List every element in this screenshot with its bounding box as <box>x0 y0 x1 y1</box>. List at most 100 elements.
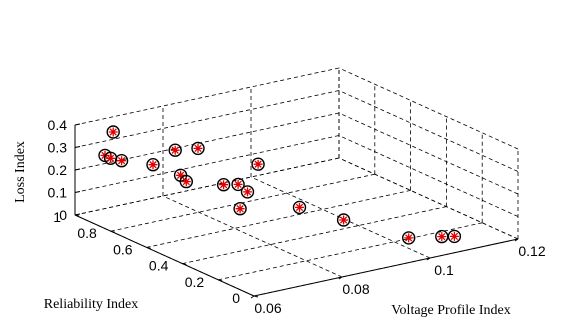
data-point-asterisk <box>219 180 229 190</box>
z-tick-label: 0.3 <box>48 140 68 156</box>
y-tick-label: 0.2 <box>185 274 205 290</box>
y-tick-mark <box>253 295 259 298</box>
data-point <box>114 153 129 168</box>
grid-line-side-z <box>338 90 519 172</box>
z-tick-label: 0.2 <box>48 162 68 178</box>
data-point-circle <box>179 174 194 189</box>
z-tick-mark <box>74 123 81 126</box>
data-point-asterisk <box>170 145 180 155</box>
data-point <box>251 157 265 171</box>
data-point <box>103 151 118 166</box>
data-point-asterisk <box>106 153 116 163</box>
data-point-circle <box>292 200 307 215</box>
data-point-asterisk <box>235 204 245 214</box>
data-point-asterisk <box>193 143 203 153</box>
y-tick-mark <box>182 263 187 266</box>
data-point-asterisk <box>243 187 252 197</box>
y-tick-label: 0.4 <box>149 258 169 274</box>
x-axis-label: Voltage Profile Index <box>391 303 511 318</box>
y-tick-label: 1 <box>53 209 61 225</box>
z-tick-mark <box>74 191 81 193</box>
y-tick-mark <box>146 246 151 249</box>
z-tick-mark <box>74 213 81 216</box>
y-tick-label: 0.8 <box>77 225 97 241</box>
data-point-asterisk <box>437 232 447 242</box>
grid-line-side-z <box>338 157 519 240</box>
data-point-asterisk <box>108 127 118 137</box>
data-point-circle <box>240 185 255 199</box>
x-tick-mark <box>426 257 431 261</box>
grid-line-floor-y <box>146 190 411 248</box>
data-point-asterisk <box>117 156 127 166</box>
grid-line-back-z <box>74 112 340 171</box>
data-point <box>240 185 255 199</box>
y-tick-mark <box>110 230 115 233</box>
z-tick-label: 0 <box>59 207 67 223</box>
y-axis-label: Reliability Index <box>44 297 138 312</box>
data-point-circle <box>233 201 247 216</box>
data-point-circle <box>191 141 205 156</box>
grid-line-side-z <box>338 135 519 217</box>
data-point-circle <box>447 229 462 244</box>
data-point <box>191 141 205 156</box>
data-point-circle <box>402 231 416 245</box>
x-tick-label: 0.1 <box>434 262 454 278</box>
data-point <box>336 213 351 227</box>
data-point <box>216 177 231 192</box>
grid-line-back-z <box>74 157 340 216</box>
grid-line-side-z <box>338 112 519 195</box>
grid-line-back-z <box>74 135 340 193</box>
z-tick-mark <box>74 168 81 171</box>
data-point-circle <box>168 143 182 157</box>
data-point-asterisk <box>148 160 158 170</box>
data-point <box>402 231 416 245</box>
data-point-circle <box>106 125 120 139</box>
data-point-asterisk <box>181 177 191 187</box>
grid-line-floor-y <box>182 206 447 264</box>
data-point <box>435 229 449 244</box>
tick-label-layer: 0.060.080.10.1200.20.40.60.8100.10.20.30… <box>48 117 546 316</box>
data-point-asterisk <box>253 159 263 169</box>
data-point <box>106 125 120 139</box>
x-tick-mark <box>250 295 255 299</box>
data-point-circle <box>336 213 351 227</box>
data-point-asterisk <box>449 231 459 241</box>
data-point-circle <box>216 177 231 192</box>
data-point-circle <box>231 177 245 192</box>
grid-line-back-z <box>74 90 340 148</box>
data-point-asterisk <box>404 233 414 243</box>
x-axis-line <box>253 238 519 297</box>
z-tick-mark <box>74 146 81 148</box>
data-point <box>447 229 462 244</box>
axis-layer <box>74 123 519 299</box>
data-point <box>231 177 245 192</box>
data-point-asterisk <box>339 215 349 225</box>
y-tick-mark <box>218 279 223 282</box>
data-point-asterisk <box>233 179 243 189</box>
data-point <box>179 174 194 189</box>
z-tick-label: 0.1 <box>48 185 68 201</box>
y-tick-label: 0 <box>232 290 240 306</box>
grid-line-side-z <box>338 67 519 150</box>
data-point-circle <box>251 157 265 171</box>
y-tick-label: 0.6 <box>113 241 133 257</box>
x-tick-label: 0.12 <box>518 243 545 259</box>
data-point <box>292 200 307 215</box>
grid-line-back-z <box>74 67 340 126</box>
data-point <box>168 143 182 157</box>
x-tick-label: 0.06 <box>254 300 281 316</box>
x-tick-label: 0.08 <box>342 281 369 297</box>
z-axis-label: Loss Index <box>13 141 28 203</box>
data-point-circle <box>114 153 129 168</box>
y-axis-line <box>74 214 255 297</box>
data-point-circle <box>146 157 160 172</box>
data-point-asterisk <box>295 202 304 212</box>
grid-line-floor-x <box>162 195 343 278</box>
data-point-asterisk <box>176 170 186 180</box>
x-tick-mark <box>514 238 519 242</box>
data-points-layer <box>98 125 462 245</box>
data-point <box>233 201 247 216</box>
z-tick-label: 0.4 <box>48 117 68 133</box>
data-point <box>146 157 160 172</box>
